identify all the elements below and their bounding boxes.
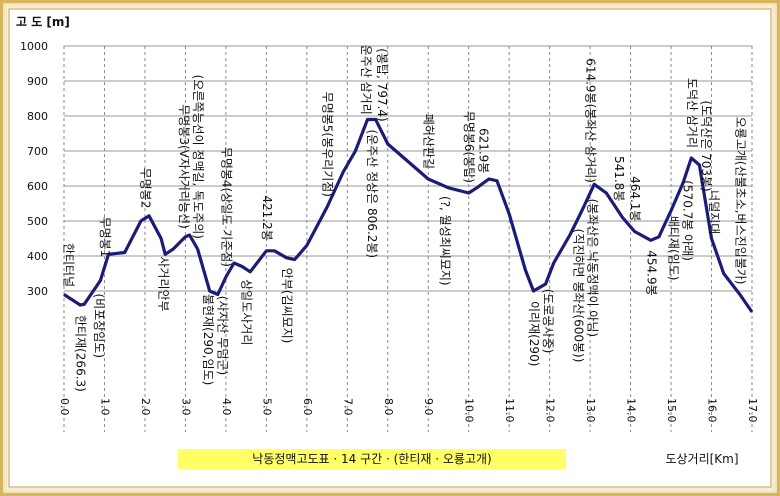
- annotation: (?, 월성최씨묘지): [438, 196, 452, 286]
- annotation: 사거리안부: [157, 256, 171, 311]
- annotation: 614.9봉(봉좌산 삼거리): [584, 58, 598, 183]
- x-tick-label: 17.0: [746, 398, 759, 423]
- annotation: 454.9봉: [644, 250, 658, 295]
- annotation: (비포장임도): [92, 293, 106, 358]
- elevation-line: [63, 117, 754, 313]
- x-tick-label: 15.0: [665, 398, 678, 423]
- title-highlight: [178, 449, 566, 469]
- annotation: 541.8봉: [612, 156, 626, 201]
- annotation: 폐허산판길: [422, 114, 436, 169]
- annotation: 무명봉5(봉우리기점): [321, 92, 335, 197]
- annotation: 한티재(266.3): [74, 315, 88, 392]
- x-tick-label: 2.0: [139, 398, 152, 416]
- y-tick-label: 1000: [20, 40, 48, 53]
- annotation: 이리재(290): [527, 301, 541, 366]
- annotation: 무명봉2: [138, 168, 152, 209]
- annotation: (사자산 무덤군): [215, 296, 229, 375]
- y-axis-label: 고 도 [m]: [16, 15, 70, 29]
- x-tick-label: 7.0: [341, 398, 354, 416]
- x-tick-label: 12.0: [544, 398, 557, 423]
- annotation: 무명봉3(V자사거리능선): [177, 104, 191, 229]
- x-tick-label: 4.0: [220, 398, 233, 416]
- annotation: 불현재(290,임도): [201, 294, 215, 385]
- y-tick-label: 300: [27, 285, 48, 298]
- y-tick-label: 900: [27, 75, 48, 88]
- x-tick-label: 0.0: [58, 398, 71, 416]
- x-tick-label: 16.0: [706, 398, 719, 423]
- annotation: 621.9봉: [476, 128, 490, 173]
- x-tick-label: 5.0: [260, 398, 273, 416]
- chart-area: [8, 8, 772, 488]
- x-tick-label: 8.0: [382, 398, 395, 416]
- y-tick-label: 600: [27, 180, 48, 193]
- x-tick-label: 10.0: [463, 398, 476, 423]
- annotation: 464.1봉: [628, 176, 642, 221]
- annotation: (봉좌산은 낙동정맥이 아님): [586, 199, 600, 337]
- annotation: (도덕산은 703봉): [699, 100, 713, 191]
- y-tick-label: 700: [27, 145, 48, 158]
- annotation: (오른쪽능선이 정맥길, 독도주의): [191, 75, 205, 239]
- y-tick-label: 400: [27, 250, 48, 263]
- annotation: 421.2봉: [260, 195, 274, 240]
- annotation: 무명봉1: [98, 217, 112, 258]
- annotation: 한티터널: [62, 243, 76, 287]
- annotation: 무명봉4(상일도 기준점): [219, 147, 233, 267]
- annotation: (운주산 정상은 806.2봉): [365, 130, 379, 259]
- x-tick-label: 1.0: [98, 398, 111, 416]
- annotation: (도로공사중): [541, 289, 555, 354]
- x-axis-label: 도상거리[Km]: [665, 452, 738, 466]
- x-tick-label: 11.0: [503, 398, 516, 423]
- annotation: 배티재(임도): [667, 216, 681, 281]
- annotation: 운주산 삼거리: [359, 45, 373, 115]
- x-tick-label: 6.0: [301, 398, 314, 416]
- x-tick-label: 9.0: [422, 398, 435, 416]
- annotation: 안부(김씨묘지): [280, 268, 294, 344]
- annotation: 도덕산 삼거리: [685, 78, 699, 148]
- annotation: (봉탑, 797.4): [375, 48, 389, 121]
- x-tick-label: 13.0: [584, 398, 597, 423]
- annotation: 너덜지대: [707, 190, 721, 234]
- y-tick-label: 500: [27, 215, 48, 228]
- annotation: (직진하면 봉좌산(600봉)): [571, 229, 585, 363]
- y-tick-label: 800: [27, 110, 48, 123]
- annotation: 상일도사거리: [240, 279, 254, 345]
- x-tick-label: 14.0: [625, 398, 638, 423]
- annotation: 무명봉6(봉탑): [462, 111, 476, 183]
- annotation: (570.7봉 아래): [681, 180, 695, 261]
- x-tick-label: 3.0: [179, 398, 192, 416]
- annotation: 오룡고개(산불초소,버스진입불가): [733, 117, 747, 285]
- chart-title: 낙동정맥고도표 · 14 구간 · (한티재 · 오룡고개): [252, 452, 491, 466]
